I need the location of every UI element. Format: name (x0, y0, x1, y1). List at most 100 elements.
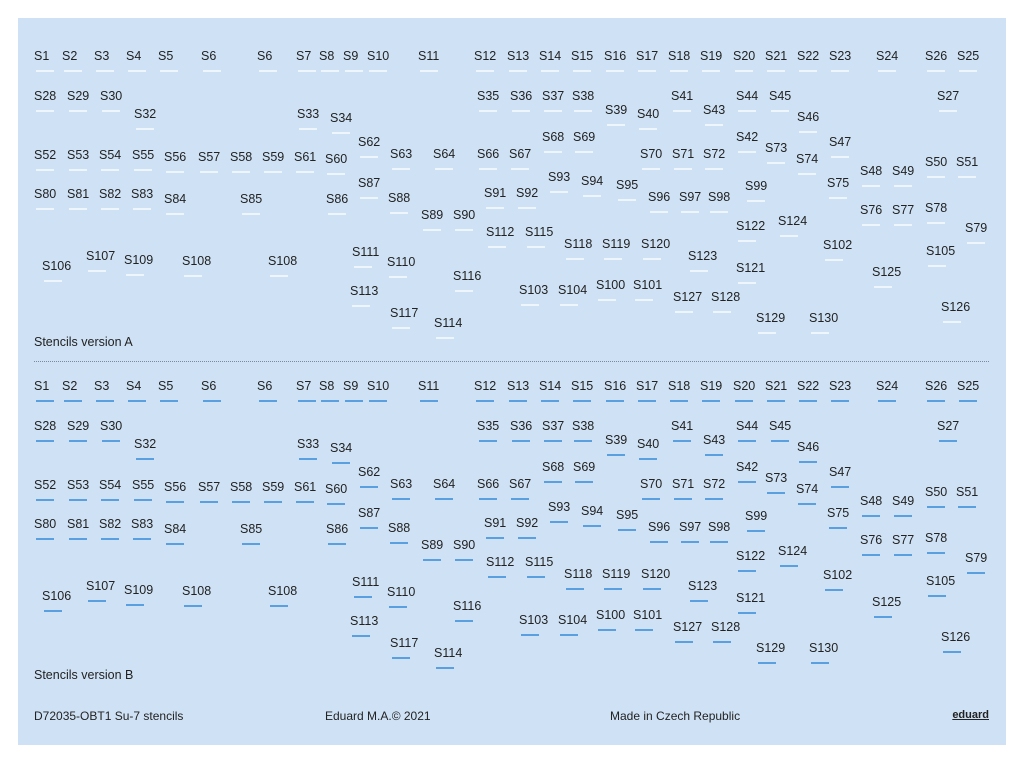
stencil-decal (738, 440, 756, 442)
stencil-decal (352, 635, 370, 637)
stencil-label: S42 (736, 130, 759, 144)
stencil-decal (894, 554, 912, 556)
stencil-label: S77 (892, 203, 915, 217)
stencil-decal (638, 70, 656, 72)
stencil-label: S86 (326, 192, 349, 206)
stencil-decal (544, 481, 562, 483)
stencil-label: S51 (956, 485, 979, 499)
stencil-decal (638, 400, 656, 402)
stencil-decal (69, 169, 87, 171)
stencil-decal (831, 400, 849, 402)
stencil-decal (160, 400, 178, 402)
stencil-decal (96, 70, 114, 72)
stencil-decal (134, 499, 152, 501)
stencil-decal (874, 616, 892, 618)
stencil-label: S20 (733, 49, 756, 63)
stencil-decal (184, 605, 202, 607)
stencil-label: S48 (860, 164, 883, 178)
stencil-decal (354, 596, 372, 598)
stencil-label: S6 (257, 379, 273, 393)
stencil-decal (264, 171, 282, 173)
stencil-decal (639, 458, 657, 460)
stencil-decal (560, 634, 578, 636)
stencil-label: S46 (797, 440, 820, 454)
stencil-decal (673, 440, 691, 442)
stencil-label: S75 (827, 506, 850, 520)
stencil-label: S32 (134, 437, 157, 451)
stencil-label: S57 (198, 480, 221, 494)
stencil-decal (829, 527, 847, 529)
stencil-decal (738, 282, 756, 284)
stencil-decal (674, 168, 692, 170)
stencil-label: S18 (668, 379, 691, 393)
stencil-decal (583, 195, 601, 197)
stencil-decal (200, 171, 218, 173)
stencil-decal (642, 168, 660, 170)
stencil-decal (758, 662, 776, 664)
stencil-label: S113 (350, 614, 379, 628)
stencil-label: S55 (132, 478, 155, 492)
stencil-label: S81 (67, 517, 90, 531)
stencil-label: S125 (872, 595, 902, 609)
stencil-decal (455, 559, 473, 561)
stencil-label: S87 (358, 176, 381, 190)
stencil-decal (831, 70, 849, 72)
stencil-label: S59 (262, 150, 285, 164)
divider (34, 361, 989, 362)
stencil-label: S77 (892, 533, 915, 547)
stencil-decal (69, 208, 87, 210)
stencil-decal (200, 501, 218, 503)
stencil-decal (392, 168, 410, 170)
stencil-label: S76 (860, 203, 883, 217)
stencil-decal (36, 70, 54, 72)
stencil-label: S44 (736, 419, 759, 433)
stencil-label: S6 (201, 379, 217, 393)
stencil-label: S50 (925, 485, 948, 499)
stencil-decal (747, 530, 765, 532)
stencil-decal (88, 270, 106, 272)
stencil-label: S107 (86, 249, 116, 263)
stencil-decal (811, 662, 829, 664)
stencil-decal (327, 173, 345, 175)
stencil-decal (509, 70, 527, 72)
stencil-decal (928, 595, 946, 597)
stencil-decal (927, 176, 945, 178)
stencil-decal (64, 70, 82, 72)
stencil-label: S16 (604, 49, 627, 63)
stencil-decal (650, 541, 668, 543)
stencil-decal (927, 506, 945, 508)
stencil-decal (360, 197, 378, 199)
stencil-label: S38 (572, 89, 595, 103)
stencil-label: S3 (94, 379, 110, 393)
stencil-decal (354, 266, 372, 268)
stencil-label: S41 (671, 419, 694, 433)
stencil-label: S81 (67, 187, 90, 201)
stencil-label: S39 (605, 433, 628, 447)
stencil-decal (160, 70, 178, 72)
stencil-decal (101, 499, 119, 501)
stencil-decal (521, 634, 539, 636)
stencil-decal (825, 259, 843, 261)
stencil-label: S129 (756, 641, 786, 655)
stencil-label: S130 (809, 311, 839, 325)
stencil-label: S51 (956, 155, 979, 169)
stencil-label: S33 (297, 107, 320, 121)
stencil-decal (420, 400, 438, 402)
stencil-label: S102 (823, 238, 853, 252)
stencil-decal (133, 208, 151, 210)
stencil-label: S7 (296, 49, 312, 63)
stencil-label: S84 (164, 192, 187, 206)
stencil-decal (527, 576, 545, 578)
copyright: Eduard M.A.© 2021 (325, 709, 431, 723)
stencil-label: S73 (765, 471, 788, 485)
stencil-label: S95 (616, 178, 639, 192)
stencil-decal (44, 280, 62, 282)
stencil-label: S93 (548, 500, 571, 514)
stencil-label: S25 (957, 49, 980, 63)
stencil-decal (829, 197, 847, 199)
stencil-decal (967, 572, 985, 574)
stencil-decal (705, 168, 723, 170)
stencil-decal (607, 124, 625, 126)
stencil-decal (738, 240, 756, 242)
stencil-decal (488, 246, 506, 248)
